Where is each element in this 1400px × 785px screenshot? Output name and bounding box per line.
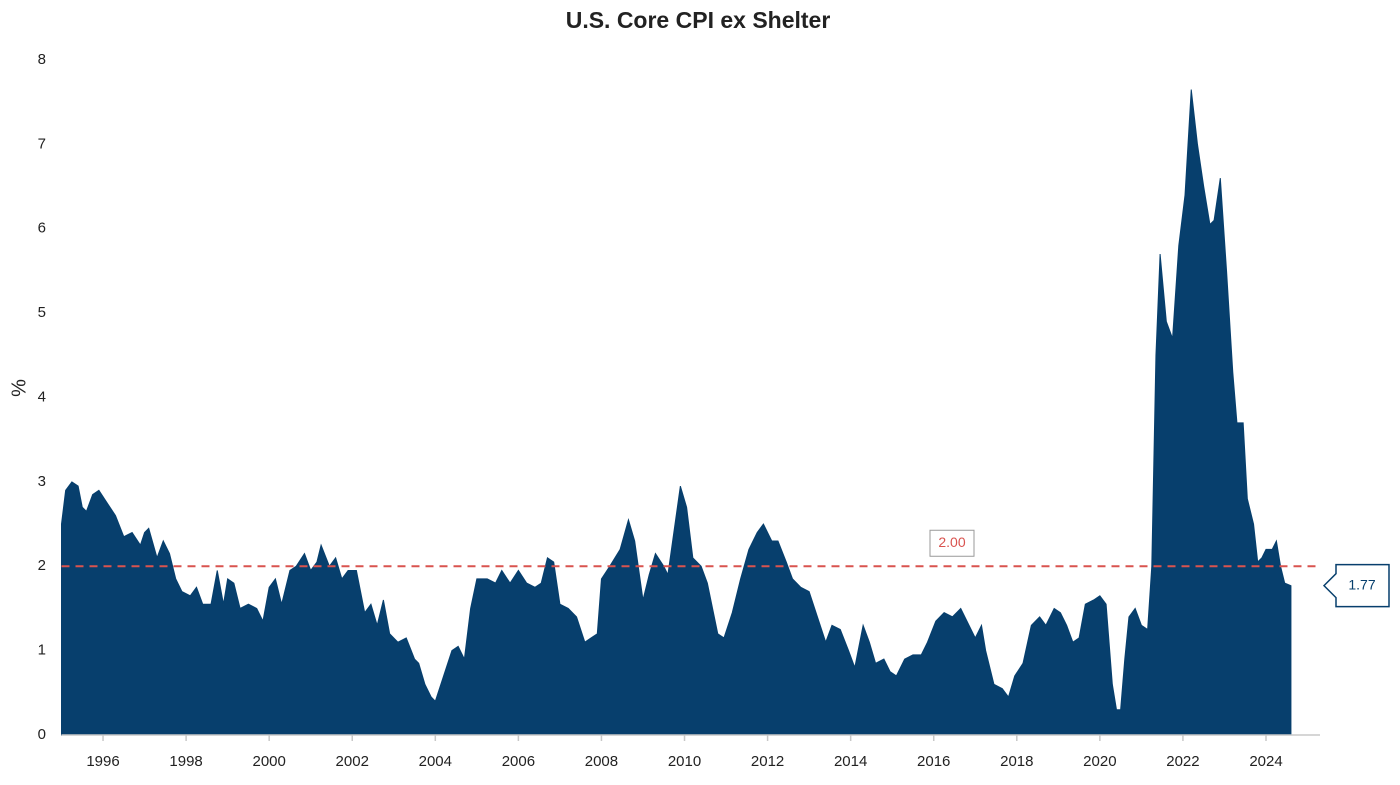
x-tick-label: 2006 [502, 753, 535, 770]
reference-label-box [929, 529, 975, 557]
last-value-label: 1.77 [1348, 576, 1375, 592]
y-tick-label: 4 [38, 388, 46, 405]
y-tick-label: 2 [38, 557, 46, 574]
x-tick-label: 2002 [336, 753, 369, 770]
x-tick-label: 1998 [169, 753, 202, 770]
x-tick-label: 2010 [668, 753, 701, 770]
x-tick-label: 2016 [917, 753, 950, 770]
y-axis-label: % [8, 379, 30, 397]
x-tick-label: 2024 [1249, 753, 1282, 770]
y-tick-label: 6 [38, 220, 46, 237]
y-tick-label: 7 [38, 135, 46, 152]
last-value-box [1322, 563, 1390, 608]
x-tick-label: 2020 [1083, 753, 1116, 770]
y-tick-label: 5 [38, 304, 46, 321]
y-tick-label: 0 [38, 726, 46, 743]
y-tick-label: 1 [38, 642, 46, 659]
y-tick-label: 3 [38, 473, 46, 490]
x-tick-label: 2008 [585, 753, 618, 770]
x-tick-label: 1996 [86, 753, 119, 770]
area [61, 89, 1292, 736]
x-tick-label: 2000 [252, 753, 285, 770]
x-tick-label: 2022 [1166, 753, 1199, 770]
reference-label: 2.00 [938, 534, 965, 550]
x-tick-label: 2018 [1000, 753, 1033, 770]
chart-title: U.S. Core CPI ex Shelter [566, 7, 831, 33]
x-tick-label: 2004 [419, 753, 452, 770]
x-tick-label: 2012 [751, 753, 784, 770]
y-tick-label: 8 [38, 51, 46, 68]
x-tick-label: 2014 [834, 753, 867, 770]
